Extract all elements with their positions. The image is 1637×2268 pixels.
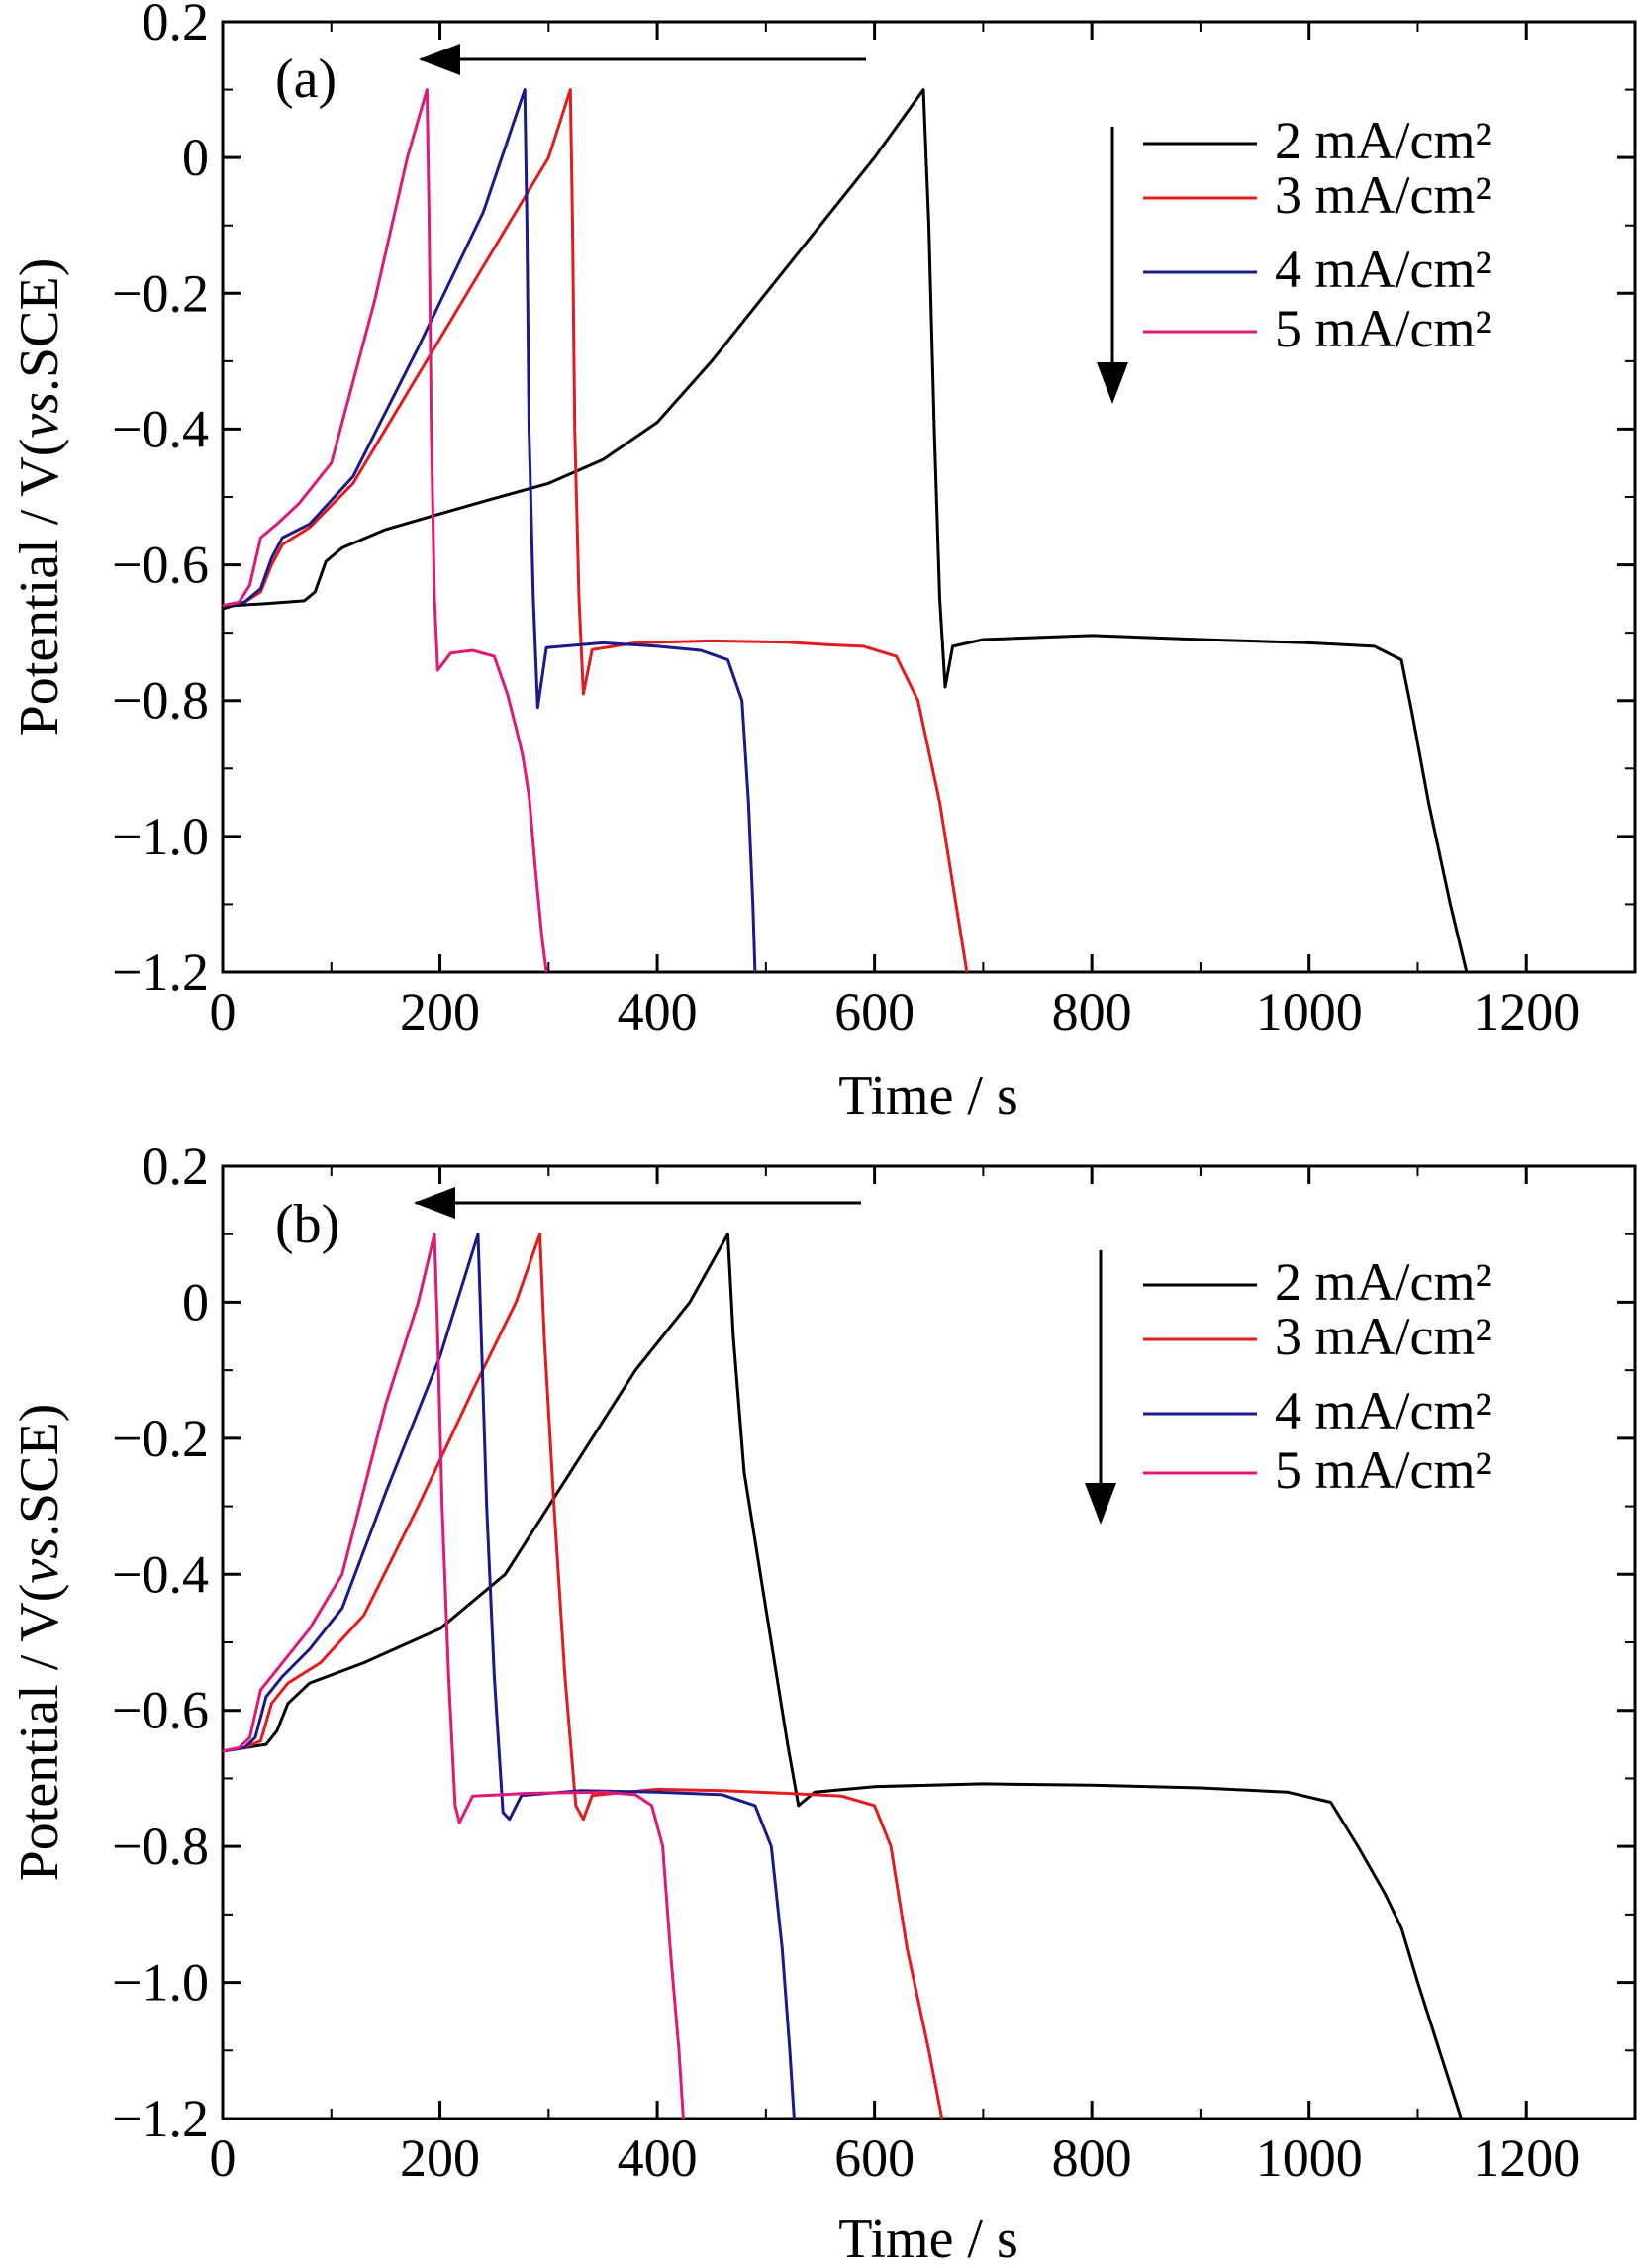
legend-entry: 3 mA/cm²	[1143, 165, 1492, 225]
y-tick-label: −1.2	[112, 2089, 209, 2148]
legend-entry: 3 mA/cm²	[1143, 1307, 1492, 1366]
x-tick-label: 1200	[1473, 982, 1580, 1041]
panel-label: (a)	[275, 49, 337, 110]
panel-a: (a) 2 mA/cm² 3 mA/cm² 4 mA/cm²	[9, 0, 1637, 1127]
panel-label: (b)	[275, 1194, 339, 1255]
legend-entry: 4 mA/cm²	[1143, 240, 1492, 299]
x-tick-label: 800	[1052, 2128, 1132, 2188]
x-tick-label: 0	[210, 2128, 237, 2188]
x-tick-label: 400	[618, 982, 698, 1041]
direction-arrow-down	[1097, 127, 1128, 404]
series-line-4-ma	[222, 1233, 796, 2120]
x-ticks: 0 200 400 600 800 1000 1200	[210, 1166, 1636, 2188]
legend: 2 mA/cm² 3 mA/cm² 4 mA/cm² 5 mA/cm²	[1143, 1252, 1492, 1500]
y-tick-label: −0.8	[112, 671, 209, 731]
panel-b: (b) 2 mA/cm² 3 mA/cm² 4 mA/cm²	[9, 1136, 1637, 2268]
direction-arrow-down	[1085, 1250, 1116, 1525]
x-tick-label: 0	[210, 982, 237, 1041]
legend-entry: 2 mA/cm²	[1143, 1252, 1492, 1312]
y-ticks: 0.2 0 −0.2 −0.4 −0.6 −0.8 −1.0 −1.2	[112, 0, 1635, 1002]
x-ticks: 0 200 400 600 800 1000 1200	[210, 22, 1636, 1041]
series-line-5-ma	[222, 1233, 685, 2120]
series-line-3-ma	[222, 88, 969, 973]
legend-label: 4 mA/cm²	[1275, 240, 1492, 299]
y-tick-label: 0.2	[143, 1136, 210, 1196]
y-tick-label: −1.0	[112, 807, 209, 866]
y-tick-label: −0.2	[112, 1409, 209, 1468]
legend: 2 mA/cm² 3 mA/cm² 4 mA/cm² 5 mA/cm²	[1143, 111, 1492, 358]
series-line-5-ma	[222, 88, 548, 973]
legend-label: 3 mA/cm²	[1275, 1307, 1492, 1366]
y-axis-title: Potential / V(vs.SCE)	[9, 258, 70, 737]
y-tick-label: −1.2	[112, 942, 209, 1002]
y-tick-label: −1.0	[112, 1953, 209, 2013]
direction-arrow-left	[414, 1187, 861, 1219]
series-line-4-ma	[222, 88, 757, 973]
x-tick-label: 400	[618, 2128, 698, 2188]
legend-label: 2 mA/cm²	[1275, 1252, 1492, 1312]
direction-arrow-left	[419, 44, 866, 75]
x-tick-label: 600	[834, 2128, 915, 2188]
x-tick-label: 600	[834, 982, 915, 1041]
x-tick-label: 1000	[1256, 2128, 1363, 2188]
legend-label: 2 mA/cm²	[1275, 111, 1492, 170]
y-axis-title: Potential / V(vs.SCE)	[9, 1404, 70, 1882]
y-tick-label: −0.4	[112, 1544, 209, 1604]
legend-entry: 5 mA/cm²	[1143, 1440, 1492, 1500]
legend-entry: 2 mA/cm²	[1143, 111, 1492, 170]
x-tick-label: 1200	[1473, 2128, 1580, 2188]
x-tick-label: 200	[400, 982, 480, 1041]
legend-entry: 5 mA/cm²	[1143, 299, 1492, 358]
y-tick-label: −0.8	[112, 1817, 209, 1876]
x-axis-title: Time / s	[838, 1065, 1018, 1127]
y-tick-label: −0.2	[112, 263, 209, 323]
x-tick-label: 800	[1052, 982, 1132, 1041]
y-tick-label: 0.2	[143, 0, 210, 51]
y-tick-label: −0.6	[112, 1681, 209, 1740]
legend-label: 5 mA/cm²	[1275, 299, 1492, 358]
legend-label: 3 mA/cm²	[1275, 165, 1492, 225]
x-tick-label: 1000	[1256, 982, 1363, 1041]
y-tick-label: −0.6	[112, 536, 209, 595]
series-line-2-ma	[222, 88, 1469, 973]
legend-entry: 4 mA/cm²	[1143, 1381, 1492, 1440]
series-layer	[222, 1233, 1463, 2120]
y-ticks: 0.2 0 −0.2 −0.4 −0.6 −0.8 −1.0 −1.2	[112, 1136, 1635, 2148]
y-tick-label: −0.4	[112, 399, 209, 458]
x-tick-label: 200	[400, 2128, 480, 2188]
legend-label: 5 mA/cm²	[1275, 1440, 1492, 1500]
legend-label: 4 mA/cm²	[1275, 1381, 1492, 1440]
series-line-2-ma	[222, 1233, 1463, 2120]
series-layer	[222, 88, 1469, 973]
x-axis-title: Time / s	[838, 2209, 1018, 2268]
y-tick-label: 0	[182, 1272, 209, 1331]
series-line-3-ma	[222, 1233, 944, 2120]
y-tick-label: 0	[182, 128, 209, 187]
